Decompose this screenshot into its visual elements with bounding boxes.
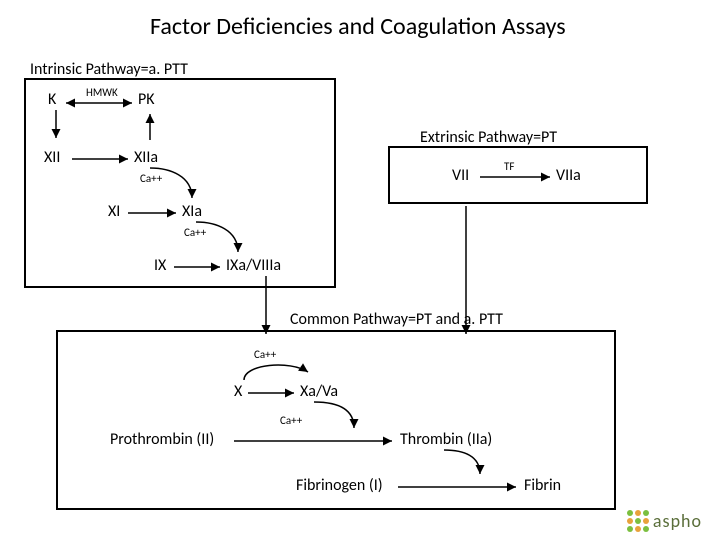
node-k: K <box>48 90 56 109</box>
arrow-throm-fibrin <box>444 448 488 478</box>
arrow-pk-xiia <box>144 110 156 144</box>
arrow-xi-xia <box>128 206 182 220</box>
arrow-xii-xiia <box>72 152 134 166</box>
arrow-ixa-common <box>260 276 272 340</box>
node-xava: Xa/Va <box>300 382 338 401</box>
arrow-xia-ixa <box>196 220 246 258</box>
node-prothrombin: Prothrombin (II) <box>110 430 214 449</box>
node-ixa: IXa/VIIIa <box>226 256 281 275</box>
logo-text: aspho <box>653 510 702 532</box>
node-xia: XIa <box>182 202 202 221</box>
node-fibrin: Fibrin <box>524 476 561 495</box>
intrinsic-label: Intrinsic Pathway=a. PTT <box>30 60 188 79</box>
arrow-pro-throm <box>234 434 398 448</box>
arrow-k-pk <box>62 98 136 108</box>
arrow-xiia-xia <box>150 166 200 204</box>
node-xiia: XIIa <box>134 148 158 167</box>
arrow-vii-viia <box>480 170 556 184</box>
node-xi: XI <box>108 202 120 221</box>
arrow-viia-common <box>460 206 472 340</box>
extrinsic-label: Extrinsic Pathway=PT <box>420 128 557 147</box>
logo-dots-icon <box>627 510 649 532</box>
node-thrombin: Thrombin (IIa) <box>400 430 492 449</box>
node-vii: VII <box>452 166 469 185</box>
arrow-k-xii <box>50 110 62 144</box>
node-ca4: Ca++ <box>280 414 302 427</box>
arrow-x-xava <box>248 386 300 400</box>
node-x: X <box>234 382 242 401</box>
node-xii: XII <box>44 148 60 167</box>
logo: aspho <box>627 510 702 532</box>
node-ix: IX <box>154 256 166 275</box>
page-title: Factor Deficiencies and Coagulation Assa… <box>150 12 566 41</box>
arrow-fib-fibrin <box>398 480 522 494</box>
node-fibrinogen: Fibrinogen (I) <box>296 476 383 495</box>
node-viia: VIIa <box>556 166 581 185</box>
arrow-ix-ixa <box>174 260 226 274</box>
node-pk: PK <box>138 90 155 109</box>
arrow-xava-throm <box>314 400 362 432</box>
